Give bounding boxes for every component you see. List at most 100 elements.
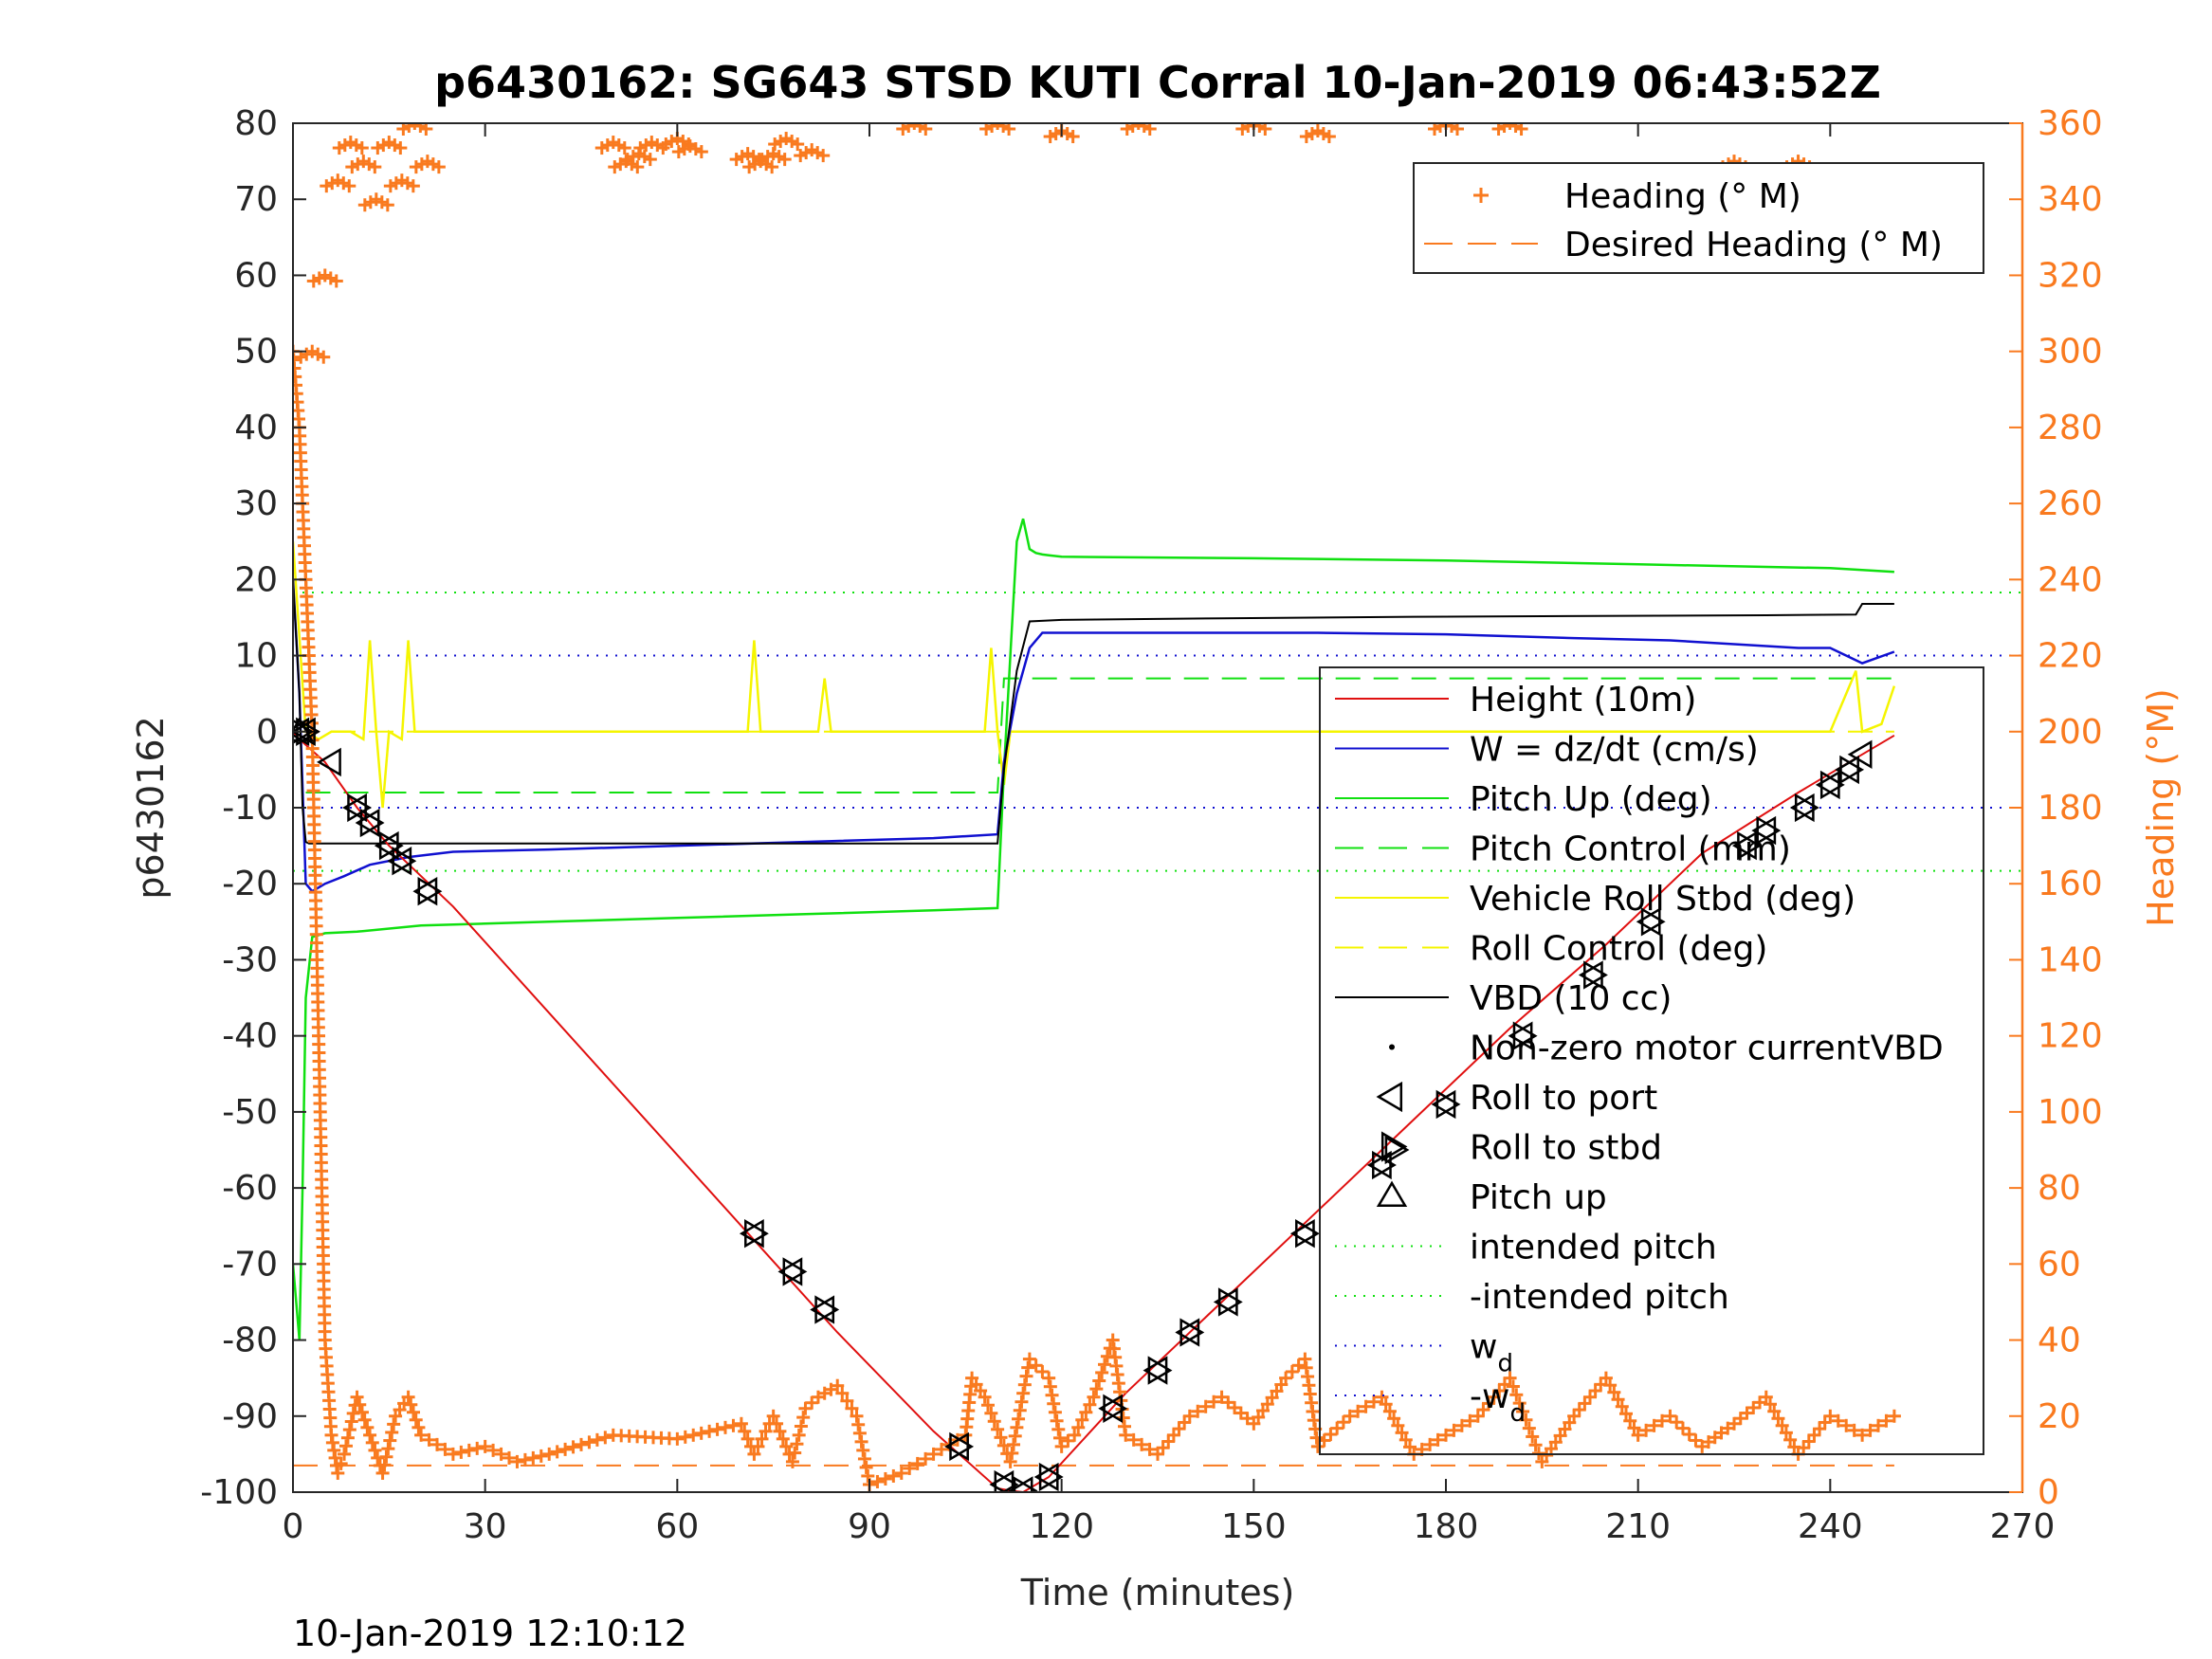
heading-point-27-2 xyxy=(840,1394,854,1408)
marker-roll-stbd-26 xyxy=(1756,815,1782,846)
legend-top-label-0: Heading (° M) xyxy=(1564,177,1801,216)
heading-point-16-0 xyxy=(478,1439,492,1453)
heading-point-47-0 xyxy=(1279,1371,1293,1385)
heading-point-14-3 xyxy=(438,1442,452,1456)
heading-point-53-0 xyxy=(1439,1428,1453,1442)
heading-point-58-4 xyxy=(1615,1399,1629,1413)
heading-point-11-3 xyxy=(381,1442,395,1456)
x-axis-label: Time (minutes) xyxy=(1020,1572,1295,1613)
y-right-tick-label-5: 100 xyxy=(2038,1093,2103,1132)
heading-point-17-0 xyxy=(510,1454,524,1468)
x-tick-label-2: 60 xyxy=(655,1507,699,1546)
heading-point-9-3 xyxy=(357,1413,372,1427)
heading-point-59-3 xyxy=(1655,1413,1669,1428)
heading-point-30-3 xyxy=(919,1451,933,1466)
heading-point-23-2 xyxy=(773,1424,787,1438)
legend-main-symbol-9 xyxy=(1380,1131,1408,1162)
heading-point-37-0 xyxy=(1042,1371,1056,1385)
marker-roll-stbd-0 xyxy=(293,719,315,744)
heading-point-13-1 xyxy=(404,1397,418,1412)
marker-roll-port-14 xyxy=(1033,1462,1059,1492)
heading-top-point-8-4 xyxy=(419,123,433,136)
y-right-tick-label-14: 280 xyxy=(2038,409,2103,447)
heading-point-50-3 xyxy=(1367,1395,1380,1409)
heading-point-39-3 xyxy=(1079,1405,1093,1419)
marker-roll-port-6 xyxy=(387,847,412,876)
heading-point-35-9 xyxy=(1017,1377,1032,1392)
heading-point-18-3 xyxy=(566,1440,580,1454)
heading-point-11-4 xyxy=(383,1433,397,1448)
heading-point-27-0 xyxy=(831,1378,845,1393)
heading-point-31-1 xyxy=(935,1442,948,1456)
heading-point-47-1 xyxy=(1285,1364,1299,1378)
heading-top-point-22-2 xyxy=(991,123,1005,130)
heading-point-66-2 xyxy=(1872,1418,1885,1432)
heading-point-16-2 xyxy=(494,1447,508,1461)
y-left-tick-label-9: -10 xyxy=(222,789,278,828)
legend-main-label-8: Roll to port xyxy=(1470,1079,1657,1118)
heading-point-24-1 xyxy=(788,1446,802,1460)
y-left-tick-label-3: -70 xyxy=(222,1245,278,1284)
heading-point-14-2 xyxy=(430,1437,444,1451)
marker-roll-stbd-21 xyxy=(1435,1089,1461,1120)
marker-roll-stbd-13 xyxy=(1038,1462,1064,1492)
heading-point-40-3 xyxy=(1095,1365,1109,1379)
heading-point-40-4 xyxy=(1098,1358,1112,1372)
marker-roll-stbd-22 xyxy=(1512,1021,1538,1050)
legend-main-label-0: Height (10m) xyxy=(1470,681,1696,720)
heading-top-point-17-4 xyxy=(765,160,779,174)
x-tick-label-7: 210 xyxy=(1605,1507,1671,1546)
heading-point-63-1 xyxy=(1764,1397,1777,1412)
heading-point-28-5 xyxy=(857,1451,871,1466)
heading-point-34-3 xyxy=(987,1414,1001,1429)
heading-point-8-4 xyxy=(344,1414,358,1429)
marker-roll-port-10 xyxy=(810,1295,835,1324)
heading-point-42-1 xyxy=(1126,1432,1141,1447)
heading-point-42-0 xyxy=(1119,1428,1133,1442)
heading-point-27-3 xyxy=(845,1401,859,1415)
heading-top-point-20-4 xyxy=(816,149,831,163)
y-right-tick-label-6: 120 xyxy=(2038,1017,2103,1056)
heading-point-8-3 xyxy=(342,1423,356,1437)
heading-point-66-1 xyxy=(1863,1423,1877,1437)
heading-point-55-6 xyxy=(1522,1421,1536,1435)
series-vehicle-roll xyxy=(293,541,1896,809)
y-right-tick-label-8: 160 xyxy=(2038,865,2103,903)
heading-point-35-4 xyxy=(1010,1420,1024,1434)
heading-point-31-0 xyxy=(926,1447,941,1461)
heading-point-20-4 xyxy=(703,1424,717,1438)
heading-point-39-1 xyxy=(1071,1420,1086,1434)
heading-point-63-4 xyxy=(1775,1418,1789,1432)
marker-roll-stbd-12 xyxy=(1013,1476,1038,1492)
y-left-tick-label-11: 10 xyxy=(234,637,278,676)
chart-title: p6430162: SG643 STSD KUTI Corral 10-Jan-… xyxy=(434,57,1881,108)
heading-point-60-3 xyxy=(1682,1428,1696,1442)
heading-point-17-3 xyxy=(534,1449,548,1463)
heading-point-11-0 xyxy=(375,1466,390,1480)
heading-point-11-2 xyxy=(379,1449,393,1464)
heading-point-53-1 xyxy=(1447,1423,1461,1437)
marker-roll-port-29 xyxy=(1835,755,1859,785)
marker-roll-port-7 xyxy=(412,877,438,906)
heading-point-30-2 xyxy=(910,1456,924,1470)
heading-point-15-0 xyxy=(446,1447,460,1461)
heading-point-23-3 xyxy=(776,1431,790,1446)
marker-roll-port-27 xyxy=(1789,793,1815,823)
marker-roll-stbd-28 xyxy=(1819,770,1845,800)
heading-point-24-0 xyxy=(785,1454,799,1468)
series-w xyxy=(293,579,1895,893)
marker-roll-stbd-10 xyxy=(949,1431,975,1462)
heading-point-11-6 xyxy=(387,1417,401,1431)
heading-point-51-1 xyxy=(1379,1397,1393,1412)
heading-point-51-2 xyxy=(1382,1404,1397,1418)
heading-point-22-3 xyxy=(759,1424,773,1438)
y-left-tick-label-7: -30 xyxy=(222,940,278,979)
marker-roll-port-5 xyxy=(374,830,399,861)
heading-top-point-3-4 xyxy=(355,141,369,155)
marker-roll-stbd-8 xyxy=(782,1257,808,1286)
marker-roll-stbd-27 xyxy=(1794,793,1819,823)
heading-point-42-3 xyxy=(1143,1442,1157,1456)
heading-point-63-3 xyxy=(1771,1412,1785,1426)
heading-point-44-2 xyxy=(1198,1399,1213,1413)
